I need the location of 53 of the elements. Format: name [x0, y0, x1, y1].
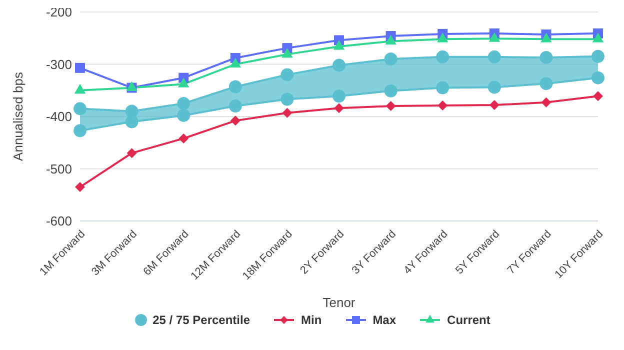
y-tick-label: -400	[46, 109, 72, 124]
point	[488, 50, 501, 64]
point	[384, 84, 398, 98]
point	[228, 80, 242, 94]
point	[488, 32, 500, 42]
point	[489, 100, 500, 110]
legend-label: 25 / 75 Percentile	[152, 313, 250, 327]
y-tick-label: -500	[46, 161, 72, 176]
point	[436, 32, 448, 42]
point	[282, 108, 292, 118]
point	[385, 34, 396, 45]
point	[280, 92, 294, 106]
point	[228, 100, 242, 113]
point	[75, 182, 85, 192]
point	[178, 133, 189, 144]
point	[230, 116, 240, 126]
point	[126, 148, 137, 158]
point	[592, 32, 604, 42]
point	[540, 32, 552, 42]
point	[75, 62, 85, 73]
point	[540, 77, 553, 90]
point	[74, 124, 86, 138]
point	[282, 48, 293, 58]
point	[593, 91, 603, 102]
point	[333, 40, 345, 50]
point	[74, 84, 86, 94]
point	[541, 97, 552, 108]
x-axis-title: Tenor	[322, 295, 356, 310]
point	[384, 52, 398, 66]
point	[436, 50, 450, 64]
point	[436, 81, 450, 94]
point	[280, 68, 294, 82]
legend-label: Max	[372, 313, 396, 327]
point	[178, 78, 190, 88]
legend-label: Min	[301, 313, 322, 327]
point	[332, 58, 346, 72]
point	[386, 101, 396, 112]
point	[592, 71, 604, 84]
point	[230, 58, 242, 68]
point	[125, 115, 138, 128]
point	[334, 103, 344, 114]
y-axis-title: Annualised bps	[10, 72, 26, 161]
point	[74, 102, 86, 116]
y-tick-label: -300	[46, 56, 72, 72]
point	[177, 108, 190, 122]
point	[540, 50, 553, 64]
point	[332, 90, 346, 103]
point	[177, 96, 190, 110]
y-tick-label: -600	[46, 214, 72, 229]
point	[592, 50, 604, 63]
legend-label: Current	[447, 313, 490, 327]
point	[438, 100, 448, 111]
point	[488, 80, 501, 94]
